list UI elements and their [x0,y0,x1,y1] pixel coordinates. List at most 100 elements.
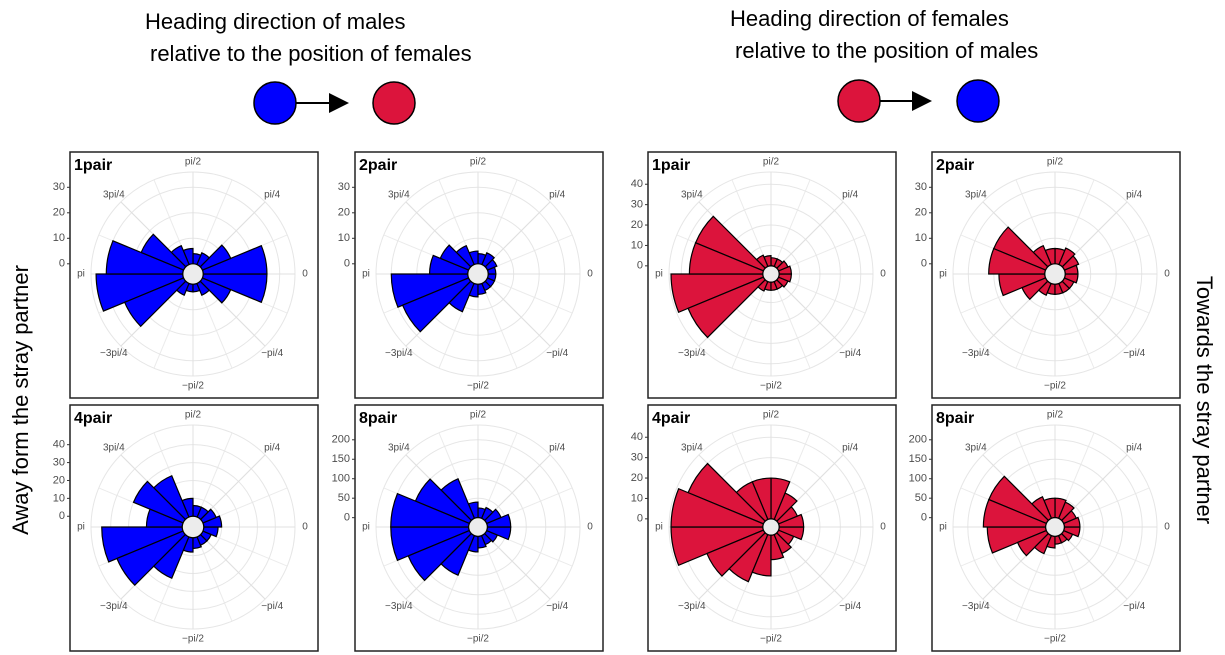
y-tick-label: 30 [631,199,643,211]
angle-label: −3pi/4 [385,601,413,612]
hole [762,265,780,283]
angle-label: pi [655,269,663,280]
angle-label: 3pi/4 [388,189,410,200]
angle-label: 0 [1164,522,1170,533]
angle-label: −pi/4 [839,348,861,359]
angle-label: −3pi/4 [962,601,990,612]
y-tick-label: 20 [338,207,350,219]
y-tick-label: 10 [338,232,350,244]
angle-label: 0 [302,522,308,533]
angle-label: 3pi/4 [388,442,410,453]
y-tick-label: 10 [53,232,65,244]
angle-label: pi/4 [549,189,566,200]
angle-label: −pi/2 [182,381,204,392]
panel-title: 2pair [359,157,397,174]
angle-label: 0 [302,269,308,280]
panel: 0 10 20 30 0 pi/4 pi/2 3pi/4 pi −3pi/4 −pi/2 −pi/4 2… [915,151,1181,399]
y-tick-label: 10 [53,492,65,504]
angle-label: 3pi/4 [965,442,987,453]
y-tick-label: 200 [332,434,350,446]
y-tick-label: 30 [53,456,65,468]
y-tick-label: 0 [344,512,350,524]
angle-label: pi/2 [470,410,487,421]
angle-label: pi/4 [842,189,859,200]
panel: 0 10 20 30 40 0 pi/4 pi/2 3pi/4 pi −3pi/4 −pi/2 −pi/… [631,151,897,399]
y-tick-label: 30 [915,181,927,193]
header-line: Heading direction of females [730,6,1009,31]
y-tick-label: 10 [631,239,643,251]
y-tick-label: 150 [332,453,350,465]
y-tick-label: 20 [53,207,65,219]
angle-label: 0 [587,269,593,280]
y-tick-label: 30 [338,181,350,193]
hole [467,263,489,285]
angle-label: −pi/2 [760,381,782,392]
angle-label: pi [362,269,370,280]
panel-title: 8pair [359,410,397,427]
angle-label: −pi/4 [546,601,568,612]
panel-title: 1pair [652,157,690,174]
y-tick-label: 40 [53,439,65,451]
angle-label: −pi/2 [467,381,489,392]
y-tick-label: 50 [338,492,350,504]
angle-label: −pi/2 [1044,634,1066,645]
y-tick-label: 0 [921,512,927,524]
panel: 0 10 20 30 0 pi/4 pi/2 3pi/4 pi −3pi/4 −pi/2 −pi/4 1… [53,151,319,399]
y-tick-label: 20 [53,474,65,486]
angle-label: pi/2 [763,157,780,168]
angle-label: pi/2 [763,410,780,421]
angle-label: 0 [880,522,886,533]
minor-spoke [770,179,811,275]
y-tick-label: 0 [59,258,65,270]
y-tick-label: 0 [637,513,643,525]
angle-label: −pi/2 [467,634,489,645]
y-tick-label: 100 [909,473,927,485]
angle-label: 3pi/4 [103,442,125,453]
y-tick-label: 10 [915,232,927,244]
angle-label: pi [362,522,370,533]
angle-label: pi [655,522,663,533]
y-tick-label: 200 [909,434,927,446]
angle-label: −pi/4 [1123,348,1145,359]
angle-label: pi/2 [470,157,487,168]
panel-title: 1pair [74,157,112,174]
angle-label: −pi/4 [839,601,861,612]
hole [1045,517,1065,537]
angle-label: 0 [587,522,593,533]
angle-label: pi/4 [549,442,566,453]
y-tick-label: 50 [915,492,927,504]
panel-title: 4pair [652,410,690,427]
y-tick-label: 20 [631,472,643,484]
angle-label: 0 [880,269,886,280]
angle-label: pi/4 [1126,442,1143,453]
angle-label: pi [939,269,947,280]
angle-label: −3pi/4 [962,348,990,359]
angle-label: pi [77,269,85,280]
y-tick-label: 20 [631,219,643,231]
panel-title: 2pair [936,157,974,174]
angle-label: pi [77,522,85,533]
angle-label: −pi/4 [261,601,283,612]
panel-frame [931,151,1181,399]
minor-spoke [770,273,811,369]
y-tick-label: 0 [921,258,927,270]
y-tick-label: 30 [53,181,65,193]
header-line: relative to the position of females [150,41,472,66]
angle-label: pi/2 [1047,410,1064,421]
panel: 0 10 20 30 40 0 pi/4 pi/2 3pi/4 pi −3pi/4 −pi/2 −pi/… [631,404,897,652]
hole [181,515,205,539]
icon [253,81,416,125]
y-tick-label: 10 [631,492,643,504]
y-tick-label: 0 [59,510,65,522]
angle-label: −3pi/4 [678,601,706,612]
hole [182,263,204,285]
angle-label: 3pi/4 [103,189,125,200]
angle-label: −pi/4 [261,348,283,359]
angle-label: pi/4 [264,442,281,453]
angle-label: 3pi/4 [681,442,703,453]
hole [1044,263,1066,285]
angle-label: −pi/4 [546,348,568,359]
angle-label: −pi/2 [182,634,204,645]
panel: 0 10 20 30 0 pi/4 pi/2 3pi/4 pi −3pi/4 −pi/2 −pi/4 2… [338,151,604,399]
